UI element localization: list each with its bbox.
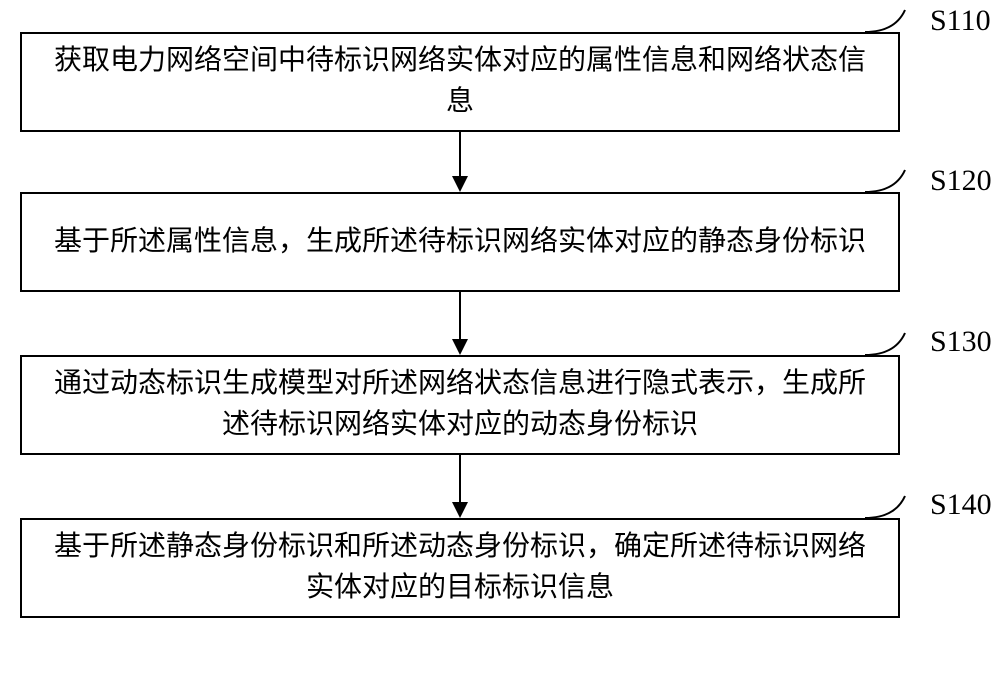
- step-label-s130: S130: [930, 325, 992, 359]
- step-id: S120: [930, 164, 992, 197]
- step-box-s130: 通过动态标识生成模型对所述网络状态信息进行隐式表示，生成所述待标识网络实体对应的…: [20, 355, 900, 455]
- step-text: 基于所述属性信息，生成所述待标识网络实体对应的静态身份标识: [54, 222, 866, 263]
- step-text: 通过动态标识生成模型对所述网络状态信息进行隐式表示，生成所述待标识网络实体对应的…: [42, 364, 878, 445]
- step-id: S130: [930, 325, 992, 358]
- arrow-1-2: [448, 132, 472, 194]
- step-text: 获取电力网络空间中待标识网络实体对应的属性信息和网络状态信息: [42, 41, 878, 122]
- step-label-s120: S120: [930, 164, 992, 198]
- step-id: S110: [930, 4, 991, 37]
- step-label-s140: S140: [930, 488, 992, 522]
- step-label-s110: S110: [930, 4, 991, 38]
- step-box-s140: 基于所述静态身份标识和所述动态身份标识，确定所述待标识网络实体对应的目标标识信息: [20, 518, 900, 618]
- step-text: 基于所述静态身份标识和所述动态身份标识，确定所述待标识网络实体对应的目标标识信息: [42, 527, 878, 608]
- step-box-s110: 获取电力网络空间中待标识网络实体对应的属性信息和网络状态信息: [20, 32, 900, 132]
- flowchart-canvas: 获取电力网络空间中待标识网络实体对应的属性信息和网络状态信息 S110 基于所述…: [0, 0, 1000, 681]
- step-box-s120: 基于所述属性信息，生成所述待标识网络实体对应的静态身份标识: [20, 192, 900, 292]
- arrow-3-4: [448, 455, 472, 520]
- step-id: S140: [930, 488, 992, 521]
- arrow-2-3: [448, 292, 472, 357]
